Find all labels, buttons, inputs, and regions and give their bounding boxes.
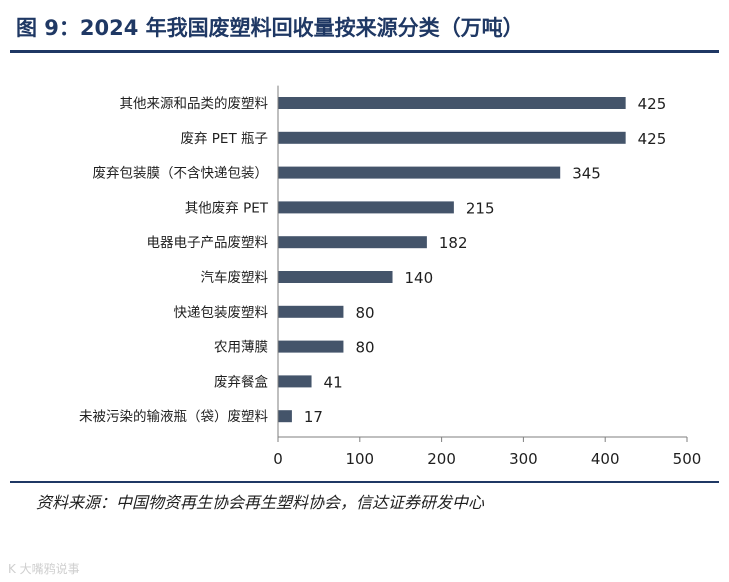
category-label: 废弃 PET 瓶子 bbox=[181, 131, 269, 147]
footer-divider bbox=[10, 481, 719, 483]
value-label: 41 bbox=[324, 373, 343, 391]
category-label: 快递包装废塑料 bbox=[174, 305, 269, 321]
bar bbox=[278, 236, 427, 249]
category-label: 电器电子产品废塑料 bbox=[147, 235, 269, 251]
x-tick-label: 200 bbox=[427, 450, 456, 468]
source-note: 资料来源：中国物资再生协会再生塑料协会，信达证券研发中心 bbox=[36, 493, 485, 512]
chart-title: 图 9：2024 年我国废塑料回收量按来源分类（万吨） bbox=[16, 16, 524, 40]
x-tick-label: 100 bbox=[345, 450, 374, 468]
value-label: 215 bbox=[466, 199, 495, 217]
bar bbox=[278, 166, 561, 179]
bar bbox=[278, 131, 626, 144]
category-label: 汽车废塑料 bbox=[201, 269, 269, 286]
bar bbox=[278, 97, 626, 109]
bar bbox=[278, 375, 312, 388]
bar bbox=[278, 201, 454, 214]
category-label: 废弃餐盒 bbox=[214, 373, 268, 390]
value-label: 17 bbox=[304, 408, 323, 426]
x-tick-label: 500 bbox=[673, 450, 702, 468]
bar bbox=[278, 271, 393, 283]
x-tick-label: 300 bbox=[509, 450, 538, 468]
value-label: 425 bbox=[638, 130, 667, 148]
value-label: 140 bbox=[405, 269, 434, 287]
title-divider bbox=[10, 50, 719, 53]
value-label: 80 bbox=[355, 304, 374, 322]
watermark: K 大嘴鸦说事 bbox=[8, 562, 80, 576]
bar bbox=[278, 410, 292, 423]
value-label: 425 bbox=[638, 95, 667, 113]
category-label: 未被污染的输液瓶（袋）废塑料 bbox=[79, 409, 268, 425]
x-tick-label: 0 bbox=[273, 450, 283, 468]
bar bbox=[278, 305, 344, 318]
bar bbox=[278, 340, 344, 353]
category-label: 农用薄膜 bbox=[214, 340, 268, 356]
category-label: 废弃包装膜（不含快递包装） bbox=[93, 166, 269, 182]
value-label: 345 bbox=[572, 165, 601, 183]
category-label: 其他来源和品类的废塑料 bbox=[120, 96, 269, 112]
value-label: 80 bbox=[355, 339, 374, 357]
value-label: 182 bbox=[439, 234, 468, 252]
category-label: 其他废弃 PET bbox=[185, 200, 269, 216]
x-tick-label: 400 bbox=[591, 450, 620, 468]
